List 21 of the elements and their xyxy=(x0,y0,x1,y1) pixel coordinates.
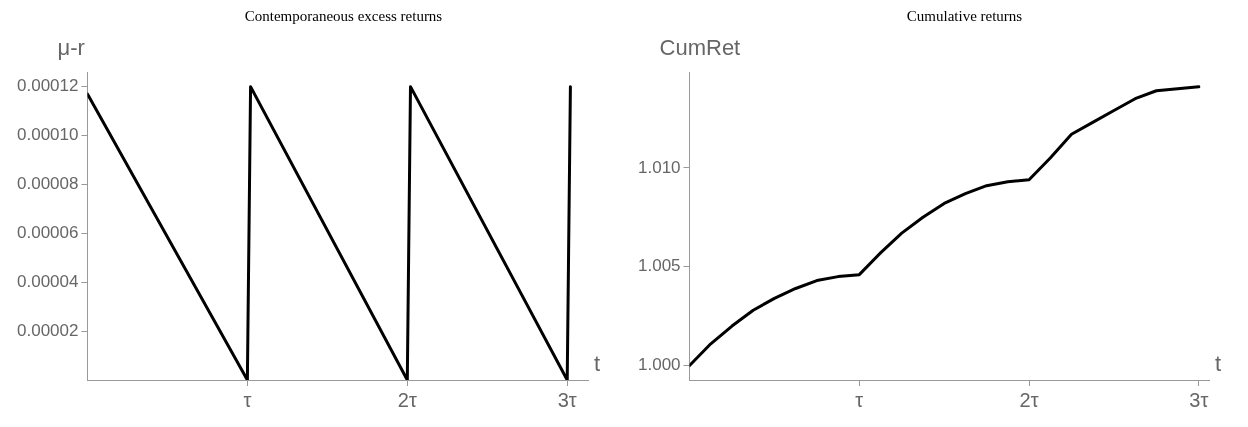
chart-title: Contemporaneous excess returns xyxy=(243,8,443,26)
x-tick-label: 2τ xyxy=(1019,388,1039,411)
x-axis-title: t xyxy=(1214,351,1221,377)
y-axis-title: CumRet xyxy=(659,35,740,61)
y-tick-label: 1.010 xyxy=(637,157,681,177)
y-tick-label: 0.00004 xyxy=(16,271,78,291)
y-tick-label: 1.005 xyxy=(637,256,681,276)
x-tick-label: 2τ xyxy=(397,388,417,411)
x-axis-title: t xyxy=(593,351,600,377)
y-tick-label: 0.00008 xyxy=(16,174,78,194)
chart-title: Cumulative returns xyxy=(905,8,1023,26)
y-axis-title: μ-r xyxy=(56,35,85,61)
y-tick-label: 0.00012 xyxy=(16,76,78,96)
y-tick-label: 0.00002 xyxy=(16,320,78,340)
x-tick-label: τ xyxy=(242,388,251,411)
y-tick-label: 0.00006 xyxy=(16,223,78,243)
x-tick-label: 3τ xyxy=(1188,388,1208,411)
y-tick-label: 0.00010 xyxy=(16,125,78,145)
x-tick-label: τ xyxy=(854,388,863,411)
x-tick-label: 3τ xyxy=(557,388,577,411)
y-tick-label: 1.000 xyxy=(637,355,681,375)
